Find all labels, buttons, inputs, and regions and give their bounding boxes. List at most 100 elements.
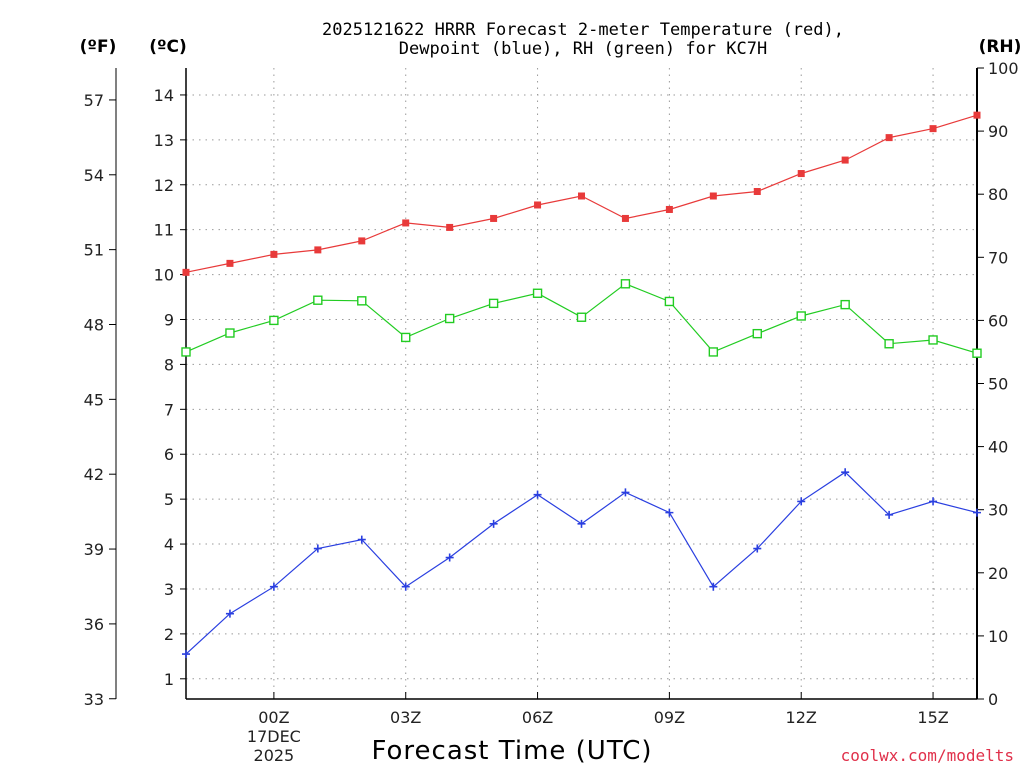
dewpoint-point — [929, 497, 938, 506]
temperature-point — [358, 237, 366, 245]
rh-point — [532, 288, 543, 298]
rh-point — [840, 299, 850, 310]
dewpoint-point — [313, 544, 322, 553]
dewpoint-point — [753, 544, 762, 553]
celsius-tick-label: 10 — [154, 266, 174, 285]
temperature-point — [402, 219, 410, 227]
temperature-point — [885, 134, 893, 142]
dewpoint-point — [885, 510, 894, 519]
temperature-point — [929, 125, 937, 133]
rh-point — [752, 328, 762, 339]
rh-tick-label: 100 — [988, 59, 1019, 78]
temperature-point — [314, 246, 322, 254]
x-tick-label: 09Z — [654, 708, 685, 727]
dewpoint-point — [841, 468, 850, 477]
rh-tick-label: 40 — [988, 438, 1008, 457]
temperature-point — [753, 188, 761, 196]
x-tick-label: 03Z — [390, 708, 421, 727]
rh-tick-label: 30 — [988, 501, 1008, 520]
fahrenheit-tick-label: 39 — [84, 540, 104, 559]
fahrenheit-tick-label: 42 — [84, 465, 104, 484]
rh-point — [181, 347, 191, 357]
chart-title-line2: Dewpoint (blue), RH (green) for KC7H — [399, 39, 767, 59]
fahrenheit-tick-label: 48 — [84, 315, 104, 334]
celsius-tick-label: 7 — [164, 400, 174, 419]
temperature-point — [226, 259, 234, 267]
celsius-unit-label: (ºC) — [149, 37, 187, 57]
temperature-point — [578, 192, 585, 200]
data-series — [181, 111, 982, 659]
dewpoint-point — [665, 508, 674, 517]
x-tick-label: 15Z — [917, 708, 948, 727]
temperature-point — [490, 214, 498, 222]
temperature-point — [534, 201, 542, 209]
rh-point — [444, 313, 455, 324]
rh-point — [664, 296, 675, 307]
dewpoint-point — [445, 553, 454, 562]
x-tick-label: 06Z — [522, 708, 553, 727]
celsius-tick-label: 8 — [164, 355, 174, 374]
temperature-point — [841, 156, 849, 164]
temperature-point — [446, 223, 454, 231]
rh-point — [488, 298, 499, 309]
dewpoint-point — [489, 519, 498, 528]
dewpoint-point — [533, 490, 542, 499]
fahrenheit-tick-label: 57 — [84, 91, 104, 110]
x-axis-label: Forecast Time (UTC) — [371, 736, 652, 766]
rh-point — [972, 348, 982, 358]
rh-point — [269, 315, 279, 326]
fahrenheit-tick-label: 45 — [84, 390, 104, 409]
rh-point — [401, 332, 411, 343]
rh-unit-label: (RH) — [979, 37, 1022, 57]
gridlines — [186, 68, 977, 699]
rh-point — [708, 347, 719, 357]
temperature-point — [182, 268, 190, 276]
celsius-tick-label: 3 — [164, 580, 174, 599]
celsius-tick-label: 4 — [164, 535, 174, 554]
x-tick-label: 00Z — [258, 708, 289, 727]
rh-tick-label: 50 — [988, 375, 1008, 394]
dewpoint-point — [269, 582, 278, 591]
celsius-tick-label: 11 — [154, 221, 174, 240]
temperature-point — [665, 205, 673, 213]
celsius-tick-label: 9 — [164, 311, 174, 330]
temperature-point — [973, 111, 981, 119]
x-tick-date-label: 17DEC — [247, 727, 301, 746]
dewpoint-point — [225, 609, 234, 618]
temperature-point — [270, 250, 278, 258]
rh-tick-label: 80 — [988, 185, 1008, 204]
dewpoint-point — [709, 582, 718, 591]
fahrenheit-tick-label: 51 — [84, 241, 104, 260]
dewpoint-point — [577, 519, 586, 528]
rh-tick-label: 10 — [988, 627, 1008, 646]
temperature-point — [709, 192, 717, 200]
chart-title-line1: 2025121622 HRRR Forecast 2-meter Tempera… — [322, 20, 844, 40]
fahrenheit-tick-label: 36 — [84, 615, 104, 634]
rh-point — [576, 312, 587, 322]
rh-tick-label: 70 — [988, 248, 1008, 267]
dewpoint-point — [182, 650, 190, 659]
celsius-tick-label: 6 — [164, 445, 174, 464]
x-tick-label: 12Z — [786, 708, 817, 727]
dewpoint-point — [401, 582, 410, 591]
fahrenheit-tick-label: 33 — [84, 690, 104, 709]
dewpoint-line — [185, 471, 978, 655]
celsius-tick-label: 1 — [164, 670, 174, 689]
dewpoint-point — [357, 535, 366, 544]
temperature-point — [797, 170, 805, 178]
dewpoint-point — [973, 508, 981, 517]
site-credit: coolwx.com/modelts — [841, 746, 1014, 765]
x-tick-year-label: 2025 — [254, 746, 295, 765]
rh-tick-label: 60 — [988, 311, 1008, 330]
celsius-tick-label: 5 — [164, 490, 174, 509]
rh-point — [796, 311, 806, 321]
fahrenheit-tick-label: 54 — [84, 166, 104, 185]
celsius-tick-label: 12 — [154, 176, 174, 195]
rh-point — [928, 335, 938, 345]
rh-point — [884, 339, 894, 349]
axes: 1234567891011121314333639424548515457010… — [84, 59, 1019, 765]
temperature-point — [621, 214, 629, 222]
celsius-tick-label: 13 — [154, 131, 174, 150]
rh-point — [357, 296, 367, 306]
